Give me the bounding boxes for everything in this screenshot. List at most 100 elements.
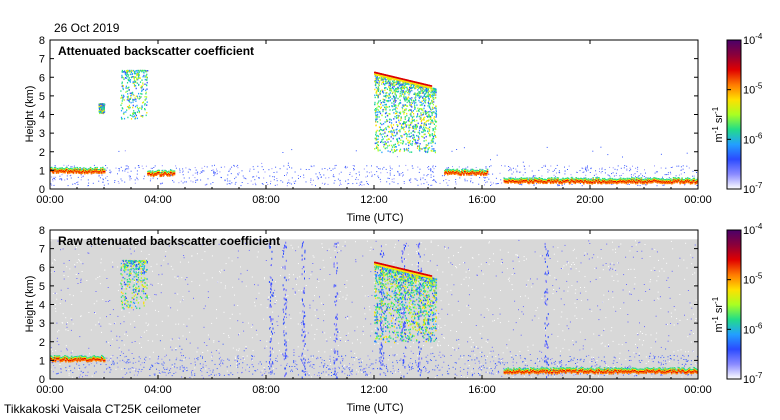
boundary-layer-mark: [554, 169, 555, 171]
mid-cloud-mark: [132, 104, 134, 107]
mid-cloud-mark: [103, 110, 106, 113]
boundary-layer-mark: [627, 184, 629, 185]
boundary-layer-mark: [224, 166, 226, 168]
cloud-layer-mark: [576, 179, 578, 181]
mid-cloud-mark: [146, 88, 148, 90]
noise-background-mark: [151, 284, 153, 286]
noise-background-mark: [500, 359, 502, 361]
high-cloud-mark: [432, 135, 434, 138]
high-cloud-mark: [433, 150, 435, 152]
boundary-layer-mark: [680, 173, 682, 175]
cloud-layer-mark: [474, 173, 476, 175]
noise-background-mark: [141, 336, 142, 338]
cloud-layer-mark: [604, 179, 607, 181]
high-cloud-mark: [378, 94, 380, 96]
boundary-layer-mark: [333, 182, 335, 184]
cloud-layer-mark: [696, 179, 698, 182]
noise-background-mark: [475, 325, 477, 326]
noise-background-mark: [600, 249, 602, 250]
high-cloud-mark: [402, 141, 405, 143]
high-cloud-mark: [377, 101, 379, 104]
boundary-layer-mark: [649, 177, 651, 179]
boundary-layer-mark: [313, 165, 315, 167]
boundary-layer-mark: [199, 173, 201, 174]
mid-cloud-mark: [141, 106, 143, 109]
high-cloud-mark: [377, 88, 379, 90]
mid-cloud-mark: [98, 108, 101, 110]
high-cloud-mark: [423, 140, 425, 142]
cloud-layer-mark: [151, 174, 153, 177]
high-cloud-mark: [381, 83, 383, 85]
cloud-layer-mark: [448, 172, 451, 174]
cloud-layer-mark: [468, 174, 471, 176]
cloud-layer-mark: [88, 169, 91, 171]
cloud-layer-mark: [615, 178, 617, 181]
cloud-layer-mark: [159, 174, 162, 176]
noise-background-mark: [573, 264, 575, 265]
boundary-layer-mark: [333, 174, 334, 176]
cloud-layer-mark: [566, 178, 569, 180]
cloud-layer-mark: [457, 170, 459, 172]
boundary-layer-mark: [613, 175, 615, 177]
cloud-layer-mark: [73, 168, 76, 170]
boundary-layer-mark: [426, 181, 428, 183]
boundary-layer-mark: [334, 180, 336, 182]
high-cloud-mark: [403, 97, 405, 100]
noise-background-mark: [569, 321, 571, 323]
cloud-layer-mark: [630, 180, 632, 182]
high-cloud-mark: [393, 135, 395, 137]
noise-background-mark: [62, 248, 64, 250]
high-cloud-mark: [423, 133, 425, 136]
cloud-layer-mark: [574, 179, 577, 181]
cloud-layer-mark: [510, 178, 512, 180]
high-cloud-mark: [427, 95, 429, 98]
boundary-layer-mark: [352, 183, 354, 185]
boundary-layer-mark: [244, 177, 246, 179]
high-cloud-mark: [426, 95, 428, 98]
boundary-layer-mark: [213, 171, 215, 173]
cloud-layer-mark: [561, 182, 563, 184]
cloud-layer-mark: [528, 182, 530, 185]
high-cloud-mark: [395, 146, 397, 148]
cloud-layer-mark: [446, 171, 448, 174]
mid-cloud-mark: [131, 73, 133, 76]
noise-background-mark: [201, 244, 203, 246]
boundary-layer-mark: [584, 167, 586, 169]
cloud-layer-mark: [459, 172, 461, 174]
high-cloud-mark: [421, 86, 423, 88]
boundary-layer-mark: [382, 168, 384, 170]
cloud-layer-mark: [53, 168, 56, 170]
cloud-layer-mark: [458, 173, 460, 175]
cloud-layer-mark: [74, 168, 77, 170]
cloud-layer-mark: [472, 170, 475, 172]
boundary-layer-mark: [558, 184, 560, 186]
cloud-layer-mark: [546, 179, 548, 181]
cloud-layer-mark: [649, 177, 651, 180]
cloud-layer-mark: [58, 167, 61, 170]
high-cloud-mark: [426, 119, 428, 122]
high-cloud-mark: [400, 142, 402, 144]
cloud-layer-mark: [96, 170, 98, 172]
boundary-layer-mark: [513, 171, 514, 173]
cloud-layer-mark: [546, 182, 548, 185]
cloud-layer-mark: [586, 182, 589, 185]
cloud-layer-mark: [676, 181, 679, 184]
mid-cloud-mark: [122, 98, 124, 100]
boundary-layer-mark: [98, 174, 100, 176]
boundary-layer-mark: [563, 183, 565, 185]
boundary-layer-mark: [423, 183, 425, 185]
high-cloud-mark: [406, 149, 408, 151]
boundary-layer-mark: [398, 165, 400, 167]
cloud-layer-mark: [70, 169, 73, 171]
cloud-layer-mark: [151, 171, 154, 173]
mid-cloud-mark: [144, 96, 146, 98]
noise-background-mark: [488, 263, 490, 265]
noise-background-mark: [478, 266, 480, 268]
cloud-layer-mark: [551, 178, 554, 181]
boundary-layer-mark: [485, 166, 487, 168]
high-cloud-mark: [377, 105, 379, 107]
high-cloud-mark: [406, 91, 408, 94]
cloud-layer-mark: [652, 178, 655, 180]
boundary-layer-mark: [427, 167, 428, 169]
high-cloud-mark: [400, 83, 402, 85]
